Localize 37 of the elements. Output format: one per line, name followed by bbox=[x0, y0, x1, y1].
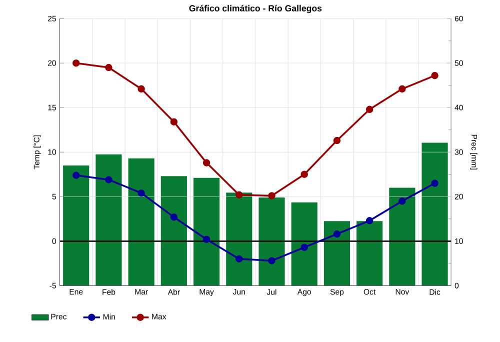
point bbox=[268, 256, 276, 264]
point bbox=[300, 170, 308, 178]
point bbox=[398, 85, 406, 92]
point bbox=[202, 158, 210, 166]
point bbox=[138, 85, 145, 92]
bar bbox=[356, 220, 383, 286]
point bbox=[202, 236, 210, 243]
bar bbox=[258, 197, 285, 286]
point bbox=[431, 72, 438, 79]
point bbox=[366, 106, 374, 113]
point bbox=[398, 197, 406, 205]
bar bbox=[160, 176, 187, 286]
point bbox=[366, 216, 374, 224]
point bbox=[236, 255, 243, 262]
bar bbox=[226, 192, 252, 286]
point bbox=[72, 171, 80, 179]
point bbox=[72, 59, 80, 67]
point bbox=[300, 244, 308, 251]
bar bbox=[96, 154, 122, 286]
point bbox=[236, 191, 243, 198]
point bbox=[170, 118, 178, 126]
bar bbox=[291, 202, 318, 286]
point bbox=[138, 189, 145, 196]
bar bbox=[63, 165, 90, 286]
point bbox=[268, 192, 276, 200]
point bbox=[170, 213, 178, 221]
bar bbox=[193, 178, 220, 286]
point bbox=[431, 179, 438, 187]
point bbox=[105, 64, 112, 71]
bar bbox=[128, 158, 154, 286]
bar bbox=[389, 188, 416, 286]
point bbox=[105, 176, 112, 184]
point bbox=[333, 230, 341, 238]
point bbox=[333, 136, 341, 144]
bar bbox=[422, 142, 448, 286]
bar bbox=[324, 220, 350, 286]
chart-title: Gráfico climático - Río Gallegos bbox=[189, 4, 322, 13]
